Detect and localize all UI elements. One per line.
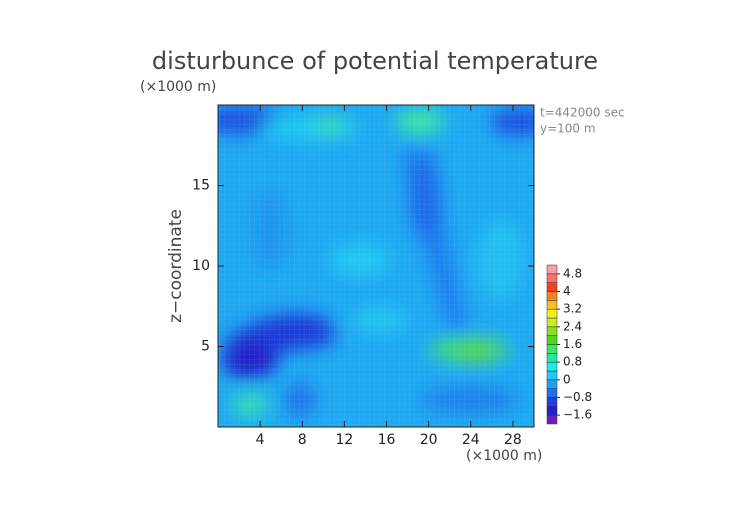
colorbar-tick-label: 0 — [563, 372, 571, 386]
y-tick-label: 15 — [192, 178, 210, 194]
colorbar-bin — [546, 326, 558, 336]
annotation: t=442000 sec — [540, 106, 625, 120]
colorbar-bin — [546, 282, 558, 292]
colorbar-bin — [546, 317, 558, 328]
x-tick-label: 24 — [462, 432, 480, 448]
colorbar-bin — [546, 370, 558, 381]
colorbar-bin — [546, 388, 558, 398]
x-tick-label: 16 — [378, 432, 396, 448]
y-axis-label: z−coordinate — [166, 209, 186, 323]
colorbar-bin — [546, 414, 558, 425]
colorbar-bin — [546, 291, 558, 301]
colorbar-tick-label: −0.8 — [563, 390, 592, 404]
colorbar-tick-label: 0.8 — [563, 355, 582, 369]
x-unit: (×1000 m) — [466, 448, 542, 464]
x-tick-label: 8 — [298, 432, 307, 448]
colorbar-bin — [546, 379, 558, 389]
colorbar-bin — [546, 335, 558, 345]
x-tick-label: 20 — [420, 432, 438, 448]
colorbar-tick-label: −1.6 — [563, 408, 592, 422]
annotation: y=100 m — [540, 122, 596, 136]
colorbar-bin — [546, 406, 558, 416]
colorbar-bin — [546, 361, 558, 372]
x-tick-label: 4 — [256, 432, 265, 448]
colorbar-bin — [546, 353, 558, 363]
chart-title: disturbunce of potential temperature — [152, 47, 598, 75]
x-tick-label: 28 — [504, 432, 522, 448]
colorbar-bin — [546, 273, 558, 283]
colorbar-tick-label: 2.4 — [563, 319, 582, 333]
colorbar-tick-label: 1.6 — [563, 337, 582, 351]
colorbar-tick-label: 4 — [563, 284, 571, 298]
y-tick-label: 5 — [201, 339, 210, 355]
colorbar-bin — [546, 300, 558, 310]
colorbar-tick-label: 3.2 — [563, 302, 582, 316]
x-tick-label: 12 — [335, 432, 353, 448]
colorbar-bin — [546, 264, 558, 275]
field — [218, 105, 534, 427]
colorbar-tick-label: 4.8 — [563, 266, 582, 280]
y-tick-label: 10 — [192, 258, 210, 274]
colorbar-bin — [546, 397, 558, 407]
colorbar-bin — [546, 344, 558, 354]
y-unit: (×1000 m) — [140, 79, 216, 95]
colorbar-bin — [546, 308, 558, 319]
